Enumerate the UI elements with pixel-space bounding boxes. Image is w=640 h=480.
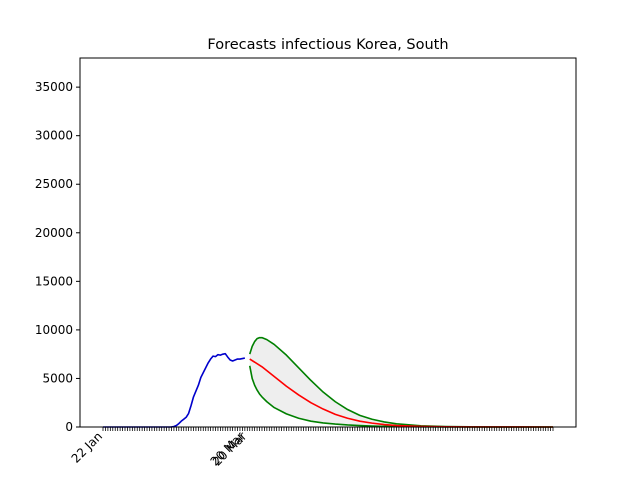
- y-tick-label: 10000: [35, 323, 73, 337]
- plot-area: 0 5000 10000 15000 20000 25000 30000 35000 22 Ja…: [35, 57, 577, 469]
- y-tick-label: 30000: [35, 129, 73, 143]
- y-tick-label: 5000: [42, 371, 73, 385]
- y-tick-label: 25000: [35, 177, 73, 191]
- y-tick-label: 35000: [35, 80, 73, 94]
- confidence-band-fill: [249, 337, 554, 427]
- chart-title: Forecasts infectious Korea, South: [207, 37, 448, 53]
- y-tick-label: 0: [65, 420, 73, 434]
- x-tick-label: 20 Mar: [210, 429, 249, 468]
- y-tick-label: 20000: [35, 226, 73, 240]
- y-tick-label: 15000: [35, 274, 73, 288]
- axes-frame: [79, 57, 577, 428]
- observed-line: [103, 352, 246, 428]
- x-tick-label: 22 Jan: [69, 429, 105, 465]
